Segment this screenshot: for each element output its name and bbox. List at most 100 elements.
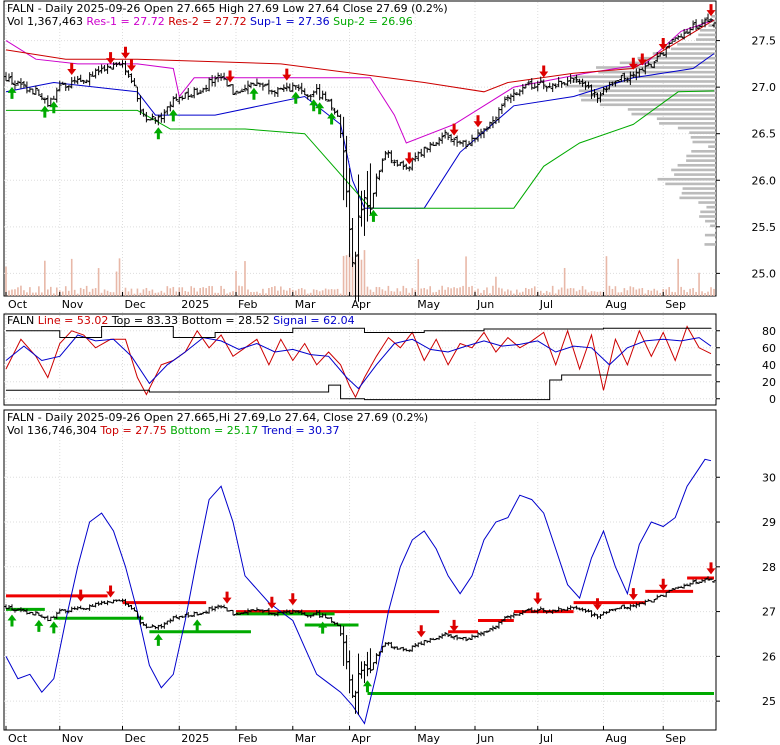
volume-bar xyxy=(551,285,554,296)
info-segment: Res-2 = 27.72 xyxy=(165,15,247,28)
volume-bar xyxy=(41,292,43,296)
volume-profile-bar xyxy=(689,131,716,135)
volume-profile-bar xyxy=(619,61,716,65)
info-segment: FALN xyxy=(7,314,34,327)
x-tick-label: Feb xyxy=(238,732,257,745)
volume-bar xyxy=(91,288,94,296)
volume-bar xyxy=(17,287,19,296)
volume-bar xyxy=(713,288,715,296)
volume-profile-bar xyxy=(695,38,716,41)
info-segment: Signal = 62.04 xyxy=(270,314,355,327)
sell-arrow xyxy=(473,115,483,128)
volume-bar xyxy=(710,287,712,296)
volume-bar xyxy=(363,250,366,296)
sell-arrow xyxy=(225,70,235,83)
volume-bar xyxy=(644,293,647,296)
volume-bar xyxy=(250,291,252,296)
volume-bar xyxy=(605,256,608,296)
volume-bar xyxy=(85,285,88,296)
volume-bar xyxy=(103,289,106,296)
buy-arrow xyxy=(291,91,301,104)
trend-y-axis: 25 26 27 28 29 30 xyxy=(716,471,776,708)
volume-bar xyxy=(671,291,673,296)
buy-arrow xyxy=(168,109,178,122)
volume-profile-bar xyxy=(652,52,716,55)
volume-bar xyxy=(315,289,318,296)
volume-bar xyxy=(67,290,70,296)
volume-bar xyxy=(184,290,187,296)
volume-bar xyxy=(79,287,82,296)
stochastic-grid xyxy=(4,312,716,405)
x-tick-label: Jul xyxy=(539,732,553,745)
volume-bar xyxy=(55,287,58,296)
volume-bar xyxy=(489,293,491,296)
volume-bar xyxy=(160,290,163,296)
buy-arrow xyxy=(249,87,259,100)
volume-bar xyxy=(253,292,255,296)
buy-arrow xyxy=(368,209,378,222)
y-tick-label: 40 xyxy=(762,359,776,372)
volume-bar xyxy=(306,293,309,296)
sell-arrow xyxy=(637,53,647,66)
volume-bar xyxy=(695,291,697,296)
volume-bar xyxy=(32,292,34,296)
volume-bar xyxy=(333,289,336,296)
x-tick-label: Oct xyxy=(8,298,28,311)
volume-bar xyxy=(274,286,276,296)
volume-bar xyxy=(366,286,369,296)
volume-bar xyxy=(390,291,393,296)
volume-bar xyxy=(247,289,249,296)
volume-profile-bar xyxy=(578,89,716,93)
volume-bar xyxy=(109,292,112,296)
volume-bar xyxy=(29,287,31,296)
info-segment: Line = 53.02 xyxy=(34,314,108,327)
volume-bar xyxy=(211,286,213,296)
volume-bar xyxy=(501,288,503,296)
volume-bar xyxy=(244,261,246,296)
x-tick-label: Dec xyxy=(125,732,146,745)
sell-arrow xyxy=(126,59,136,72)
volume-bar xyxy=(73,289,76,296)
volume-bar xyxy=(486,287,488,296)
volume-bar xyxy=(659,292,662,296)
trend-line xyxy=(5,458,712,725)
info-segment: Sup-1 = 27.36 xyxy=(247,15,330,28)
volume-bar xyxy=(674,292,676,296)
stochastic-panel: 0 20 40 60 80 FALN Line = 53.02 Top = 83.33 … xyxy=(3,312,776,406)
price-bars xyxy=(4,13,716,302)
volume-bar xyxy=(632,287,635,296)
volume-bar xyxy=(61,291,64,296)
x-tick-label: May xyxy=(417,732,440,745)
sell-arrow xyxy=(416,625,426,638)
volume-bar xyxy=(112,292,115,296)
buy-arrow xyxy=(362,680,372,693)
volume-bar xyxy=(477,288,479,296)
volume-bar xyxy=(262,288,264,296)
volume-profile-bar xyxy=(665,182,716,186)
y-tick-label: 60 xyxy=(762,342,776,355)
volume-bar xyxy=(172,286,175,296)
price-info-line-2: Vol 1,367,463 Res-1 = 27.72 Res-2 = 27.7… xyxy=(7,15,413,28)
sell-arrow xyxy=(539,65,549,78)
volume-bar xyxy=(372,291,375,296)
volume-bar xyxy=(70,258,73,296)
volume-bar xyxy=(701,291,703,296)
trend-line xyxy=(5,458,712,725)
volume-bar xyxy=(527,289,530,296)
trend-info-line-2: Vol 136,746,304 Top = 27.75 Bottom = 25.… xyxy=(7,424,340,437)
volume-bar xyxy=(647,289,650,296)
volume-bar xyxy=(399,291,402,296)
stochastic-panel-frame xyxy=(3,313,717,406)
x-tick-label: Jun xyxy=(476,298,494,311)
volume-bar xyxy=(327,289,330,296)
volume-profile-bar xyxy=(637,56,716,60)
volume-bar xyxy=(599,291,602,296)
volume-bar xyxy=(656,290,659,296)
volume-bar xyxy=(471,285,473,296)
volume-profile-bar xyxy=(565,84,716,88)
volume-bar xyxy=(387,285,390,296)
volume-bar xyxy=(683,289,685,296)
x-tick-label: Mar xyxy=(295,298,316,311)
volume-profile-bar xyxy=(686,154,716,158)
